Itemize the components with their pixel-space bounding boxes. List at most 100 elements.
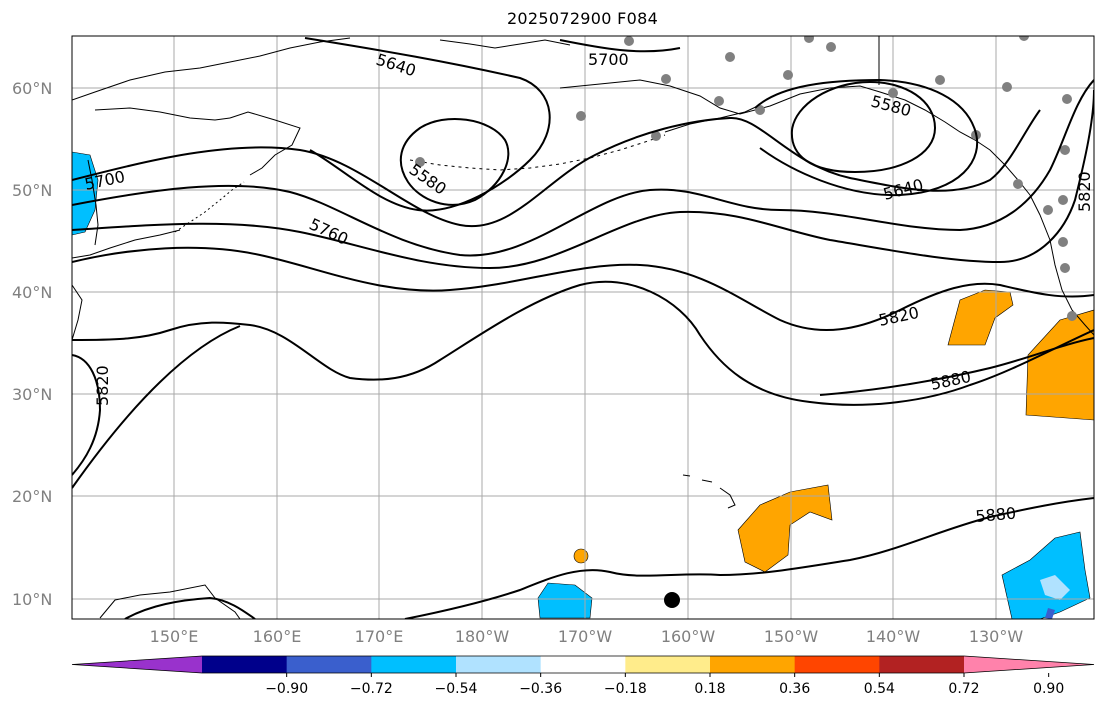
station-marker	[1067, 311, 1077, 321]
sea-of-okhotsk-coastline	[94, 107, 231, 121]
colorbar-segment	[710, 656, 796, 673]
station-markers	[415, 36, 1077, 321]
kamchatka-coastline	[229, 111, 301, 176]
station-marker	[935, 75, 945, 85]
station-marker	[415, 157, 425, 167]
station-marker	[826, 42, 836, 52]
colorbar-tick-label: 0.72	[948, 681, 979, 697]
contour-5640-west	[304, 37, 551, 212]
station-marker	[783, 70, 793, 80]
hawaii-islands	[682, 474, 736, 509]
colorbar-tick-label: −0.18	[604, 681, 647, 697]
japan-coastline	[72, 229, 181, 259]
map-title: 2025072900 F084	[506, 9, 659, 28]
negative-anomaly-area	[72, 151, 99, 236]
colorbar-tick-label: −0.54	[435, 681, 478, 697]
lon-label: 130°W	[969, 627, 1024, 646]
station-marker	[1058, 237, 1068, 247]
height-contours	[72, 37, 1094, 619]
map-frame	[71, 35, 1095, 620]
contour-label: 5820	[93, 365, 112, 406]
lat-label: 60°N	[12, 79, 52, 98]
colorbar-extend-high	[964, 656, 1094, 673]
lon-label: 150°W	[764, 627, 819, 646]
lat-label: 20°N	[12, 487, 52, 506]
colorbar-tick-label: 0.18	[694, 681, 725, 697]
station-marker	[1060, 145, 1070, 155]
station-marker	[1002, 82, 1012, 92]
colorbar-segment	[794, 656, 880, 673]
station-marker	[576, 111, 586, 121]
contour-5580-west	[399, 117, 510, 206]
colorbar-tick-label: −0.72	[350, 681, 393, 697]
contour-5880-sw	[124, 596, 256, 619]
contour-5700	[72, 109, 1041, 228]
contour-5820-west-loop	[72, 354, 102, 476]
lat-label: 10°N	[12, 590, 52, 609]
colorbar-outline	[71, 655, 1095, 674]
lat-label: 40°N	[12, 283, 52, 302]
lon-label: 180°W	[455, 627, 510, 646]
station-marker	[755, 105, 765, 115]
negative-anomaly-area	[1001, 531, 1091, 619]
colorbar-tick-label: 0.90	[1033, 681, 1064, 697]
colorbar: −0.90 −0.72 −0.54 −0.36 −0.18 0.18 0.36 0.54 0.7…	[71, 655, 1095, 697]
asia-coastline	[72, 37, 351, 101]
alaska-coastline	[559, 79, 1031, 196]
contour-5880-south	[404, 497, 1094, 619]
lon-label: 150°E	[150, 627, 199, 646]
negative-anomaly-area	[537, 582, 593, 619]
station-marker	[1013, 179, 1023, 189]
station-marker	[624, 36, 634, 46]
station-marker	[714, 96, 724, 106]
longitude-labels: 150°E 160°E 170°E 180°W 170°W 160°W 150°…	[150, 627, 1024, 646]
latitude-labels: 60°N 50°N 40°N 30°N 20°N 10°N	[12, 79, 52, 609]
contour-label: 5820	[1075, 171, 1094, 212]
lat-label: 30°N	[12, 385, 52, 404]
colorbar-segment	[879, 656, 965, 673]
station-marker	[888, 88, 898, 98]
gridlines	[72, 36, 1094, 619]
station-marker	[1060, 263, 1070, 273]
station-marker	[661, 74, 671, 84]
contour-5640-east	[754, 78, 979, 197]
colorbar-segment	[371, 656, 457, 673]
negative-anomaly-area	[1040, 575, 1070, 600]
lat-label: 50°N	[12, 181, 52, 200]
highlighted-station-marker	[664, 592, 680, 608]
colorbar-segment	[456, 656, 542, 673]
station-marker	[804, 36, 814, 43]
colorbar-segment	[202, 656, 288, 673]
station-marker	[1019, 36, 1029, 41]
contour-5820-north	[72, 246, 1094, 331]
station-marker	[1062, 94, 1072, 104]
colorbar-extend-low	[72, 656, 202, 673]
positive-anomaly-area	[947, 289, 1014, 346]
positive-anomaly-area	[573, 548, 589, 564]
colorbar-tick-label: 0.36	[779, 681, 810, 697]
negative-anomaly-area	[1045, 608, 1055, 619]
contour-5580-east	[790, 80, 937, 174]
station-marker	[1058, 195, 1068, 205]
contour-5700-north	[559, 39, 681, 53]
station-marker	[651, 131, 661, 141]
lon-label: 160°W	[661, 627, 716, 646]
korea-coastline	[72, 284, 83, 341]
contour-5880-mid	[819, 337, 1094, 396]
contour-5760b	[72, 89, 1094, 270]
contour-5820	[72, 280, 1094, 406]
colorbar-tick-label: −0.90	[265, 681, 308, 697]
pacific-coastline-south	[99, 584, 241, 619]
station-marker	[1043, 205, 1053, 215]
lon-label: 140°W	[866, 627, 921, 646]
colorbar-tick-label: 0.54	[864, 681, 895, 697]
lon-label: 160°E	[253, 627, 302, 646]
colorbar-segment	[286, 656, 372, 673]
contour-label: 5700	[588, 50, 629, 69]
colorbar-segment	[625, 656, 711, 673]
colorbar-tick-label: −0.36	[519, 681, 562, 697]
contour-5760	[72, 79, 1094, 257]
sakhalin-coastline	[87, 159, 99, 246]
lon-label: 170°W	[558, 627, 613, 646]
